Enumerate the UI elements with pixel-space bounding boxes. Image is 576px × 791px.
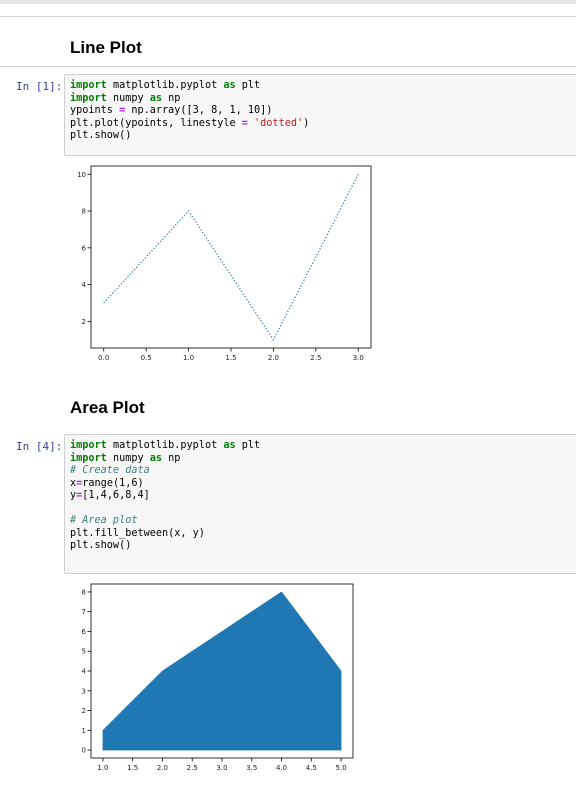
series-line xyxy=(103,173,359,341)
code-token: matplotlib.pyplot xyxy=(106,440,224,451)
x-tick-label: 2.0 xyxy=(268,354,279,362)
y-tick-label: 0 xyxy=(82,747,86,755)
code-token: as xyxy=(149,92,163,104)
code-token: = xyxy=(119,105,126,116)
code-line: import matplotlib.pyplot as plt xyxy=(70,440,576,453)
code-token: np xyxy=(162,452,181,464)
code-token: x xyxy=(70,477,77,489)
code-token: 'dotted' xyxy=(254,117,304,129)
code-token: y xyxy=(70,490,77,501)
code-token: plt xyxy=(235,440,261,451)
y-tick-label: 8 xyxy=(82,588,86,596)
y-tick-label: 5 xyxy=(82,648,86,656)
code-cell-4[interactable]: import matplotlib.pyplot as plt import nu… xyxy=(64,434,576,574)
code-token: ) xyxy=(303,117,310,129)
code-line xyxy=(70,503,576,516)
heading-line-plot: Line Plot xyxy=(70,38,142,57)
heading-area-plot: Area Plot xyxy=(70,398,145,417)
code-line: y=[1,4,6,8,4] xyxy=(70,490,576,503)
area-plot-figure: 1.0 1.5 2.0 2.5 3.0 3.5 4.0 4.5 5.0 0 1 2 3 4 5 6 7 8 xyxy=(82,583,354,772)
code-token: # Create data xyxy=(70,465,150,476)
x-tick-label: 2.5 xyxy=(310,354,321,362)
code-line: plt.show() xyxy=(70,540,576,553)
cell-separator xyxy=(0,66,576,67)
code-token: import xyxy=(70,452,107,464)
code-line: plt.show() xyxy=(70,130,576,143)
code-line: # Create data xyxy=(70,465,576,478)
code-token: = xyxy=(76,477,83,489)
y-tick-label: 6 xyxy=(82,244,87,252)
x-tick-label: 2.0 xyxy=(157,764,168,772)
code-token: # Area plot xyxy=(70,515,138,526)
x-tick-label: 2.5 xyxy=(187,764,198,772)
code-token: as xyxy=(223,80,236,91)
code-token: plt.show() xyxy=(70,130,132,141)
cell-separator xyxy=(0,16,576,17)
x-tick-label: 1.0 xyxy=(97,764,108,772)
code-token: import xyxy=(70,92,107,104)
input-prompt-1: In [1]: xyxy=(16,80,63,93)
code-token: = xyxy=(241,117,248,129)
code-token: import xyxy=(70,440,107,451)
x-tick-label: 4.0 xyxy=(276,764,287,772)
input-prompt-4: In [4]: xyxy=(16,440,63,453)
code-token: numpy xyxy=(106,452,150,464)
code-cell-1[interactable]: import matplotlib.pyplot as plt import nu… xyxy=(64,74,576,156)
code-line: plt.fill_between(x, y) xyxy=(70,528,576,541)
code-token: ypoints xyxy=(70,105,120,116)
x-tick-label: 4.5 xyxy=(306,764,317,772)
y-tick-label: 2 xyxy=(82,707,86,715)
y-tick-label: 2 xyxy=(82,318,86,326)
y-tick-label: 10 xyxy=(77,171,86,179)
code-line: # Area plot xyxy=(70,515,576,528)
code-token: plt.show() xyxy=(70,540,132,551)
notebook-top-bar xyxy=(0,0,576,4)
code-token: range(1,6) xyxy=(82,477,144,489)
y-tick-label: 8 xyxy=(82,208,86,216)
y-tick-label: 3 xyxy=(82,687,86,695)
y-tick-label: 1 xyxy=(82,727,86,735)
x-tick-label: 0.0 xyxy=(98,354,109,362)
code-line: x=range(1,6) xyxy=(70,478,576,491)
code-token: plt.plot(ypoints, linestyle xyxy=(70,117,242,129)
x-tick-label: 1.5 xyxy=(127,764,138,772)
code-token: np xyxy=(162,92,181,104)
x-tick-label: 0.5 xyxy=(141,354,152,362)
y-tick-label: 6 xyxy=(82,628,87,636)
code-line: ypoints = np.array([3, 8, 1, 10]) xyxy=(70,105,576,118)
y-tick-label: 7 xyxy=(82,608,86,616)
code-token: plt.fill_between(x, y) xyxy=(70,527,205,539)
y-tick-label: 4 xyxy=(82,668,87,676)
code-token: import xyxy=(70,80,107,91)
x-tick-label: 3.0 xyxy=(353,354,364,362)
code-line: plt.plot(ypoints, linestyle = 'dotted') xyxy=(70,118,576,131)
x-tick-label: 3.0 xyxy=(216,764,227,772)
code-token: = xyxy=(76,490,83,501)
x-tick-label: 1.0 xyxy=(183,354,194,362)
line-plot-figure: 0.0 0.5 1.0 1.5 2.0 2.5 3.0 2 4 6 8 10 xyxy=(77,165,372,362)
code-token: np.array([3, 8, 1, 10]) xyxy=(125,105,273,116)
code-token: plt xyxy=(235,80,261,91)
code-token: as xyxy=(149,452,163,464)
x-tick-label: 3.5 xyxy=(246,764,257,772)
x-tick-label: 5.0 xyxy=(336,764,347,772)
area-fill xyxy=(102,591,342,751)
code-line: import numpy as np xyxy=(70,453,576,466)
x-tick-label: 1.5 xyxy=(225,354,236,362)
y-tick-label: 4 xyxy=(82,281,87,289)
code-line: import numpy as np xyxy=(70,93,576,106)
code-line: import matplotlib.pyplot as plt xyxy=(70,80,576,93)
code-token: numpy xyxy=(106,92,150,104)
code-token: [1,4,6,8,4] xyxy=(82,490,150,501)
axes-frame xyxy=(90,165,372,349)
code-token: matplotlib.pyplot xyxy=(106,80,224,91)
code-token: as xyxy=(223,440,236,451)
